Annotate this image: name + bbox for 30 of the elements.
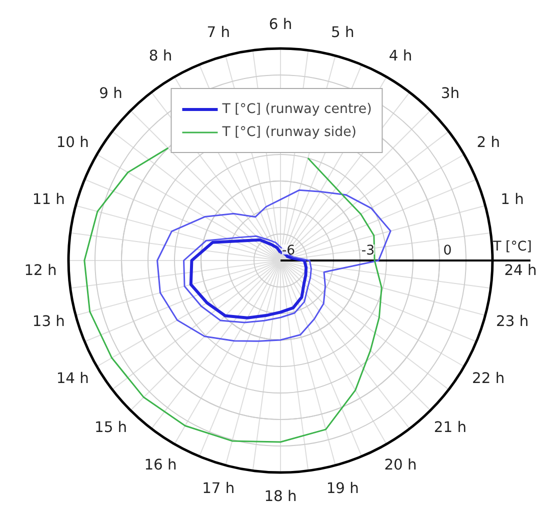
spoke-label: 15 h <box>94 418 128 436</box>
spoke-label: 4 h <box>388 48 412 65</box>
legend-label: T [°C] (runway side) <box>222 124 356 140</box>
spoke-label: 8 h <box>148 48 172 65</box>
spoke-label: 19 h <box>326 480 359 497</box>
text: T [°C] <box>492 240 532 254</box>
spoke-label: 11 h <box>32 190 65 208</box>
spoke-label: 13 h <box>32 313 65 330</box>
y-tick-label: 0 <box>443 244 452 258</box>
y-tick-label: -6 <box>282 244 296 258</box>
spoke-label: 20 h <box>384 456 417 474</box>
spoke-label: 21 h <box>434 418 467 436</box>
spoke-label: 5 h <box>330 24 354 42</box>
spoke-label: 22 h <box>472 370 505 387</box>
spoke-label: 9 h <box>99 85 122 102</box>
spoke-label: 23 h <box>496 313 529 330</box>
spoke-label: 14 h <box>56 370 89 387</box>
spoke-label: 16 h <box>144 456 177 474</box>
spoke-label: 1 h <box>500 190 524 208</box>
spoke-label: 2 h <box>476 134 500 151</box>
spoke-label: 10 h <box>56 134 89 151</box>
y-tick-label: -3 <box>361 244 375 258</box>
spoke-label: 24 h <box>504 262 537 279</box>
spoke-label: 18 h <box>264 488 297 505</box>
spoke-label: 3h <box>440 85 460 102</box>
spoke-label: 12 h <box>24 262 57 279</box>
spoke-label: 7 h <box>206 24 230 42</box>
legend-label: T [°C] (runway centre) <box>222 102 372 116</box>
spoke-label: 6 h <box>268 16 292 33</box>
spoke-label: 17 h <box>202 480 235 497</box>
